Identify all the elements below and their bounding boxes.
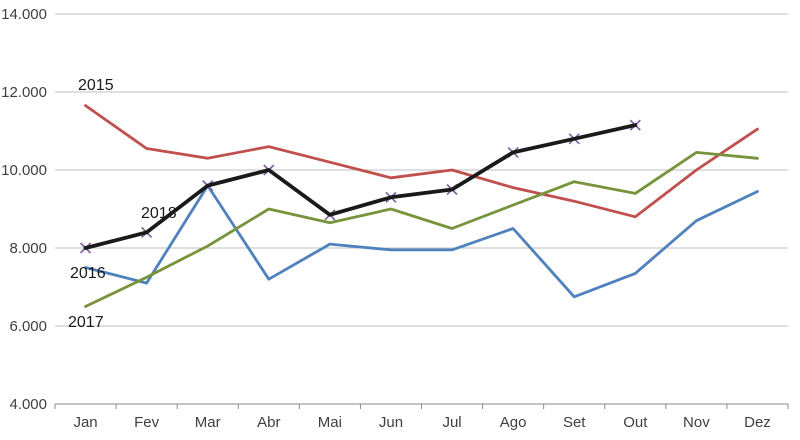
x-axis-month-label: Jan	[73, 414, 97, 431]
x-axis-month-label: Mai	[318, 414, 342, 431]
series-label-2018: 2018	[141, 205, 177, 222]
series-label-2015: 2015	[78, 77, 114, 94]
series-line-2015	[84, 104, 759, 219]
series-line-2017	[84, 150, 759, 308]
series-line-2016	[84, 184, 759, 299]
x-axis-month-label: Set	[563, 414, 586, 431]
x-axis-month-label: Ago	[500, 414, 527, 431]
x-axis-month-label: Dez	[744, 414, 771, 431]
y-axis-tick-label: 12.000	[1, 84, 47, 101]
x-axis-month-label: Nov	[683, 414, 710, 431]
y-axis-tick-label: 14.000	[1, 6, 47, 23]
series-label-2016: 2016	[70, 265, 106, 282]
x-axis-month-label: Out	[623, 414, 648, 431]
x-axis-month-label: Fev	[134, 414, 160, 431]
y-axis-tick-label: 4.000	[9, 396, 47, 413]
x-axis-month-label: Mar	[195, 414, 221, 431]
x-axis-month-label: Jul	[442, 414, 461, 431]
x-axis-month-label: Jun	[379, 414, 403, 431]
series-label-2017: 2017	[68, 314, 104, 331]
series-line-2018	[83, 123, 638, 250]
y-axis-tick-label: 8.000	[9, 240, 47, 257]
y-axis-tick-label: 6.000	[9, 318, 47, 335]
y-axis-tick-label: 10.000	[1, 162, 47, 179]
x-axis-month-label: Abr	[257, 414, 280, 431]
